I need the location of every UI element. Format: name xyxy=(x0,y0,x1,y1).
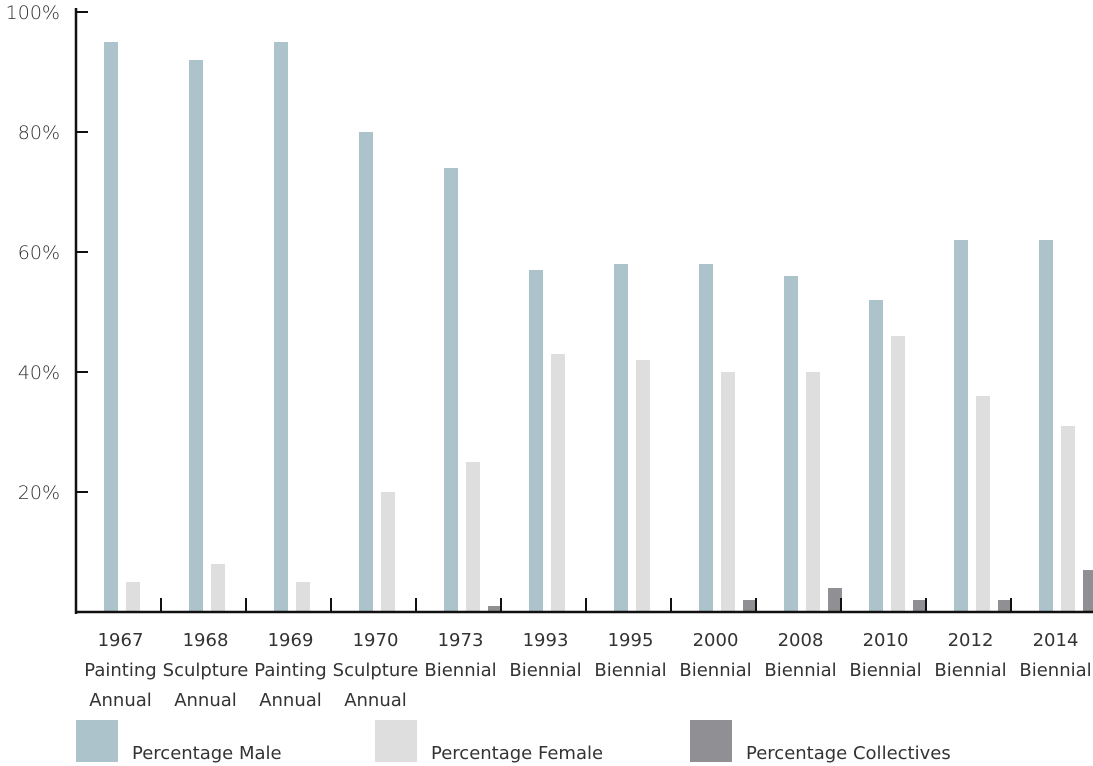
legend: Percentage Male Percentage Female Percen… xyxy=(0,718,1093,764)
x-tick-label-8-1: Biennial xyxy=(764,660,836,681)
x-tick-label-7-0: 2000 xyxy=(693,630,739,651)
bar-male-4 xyxy=(444,168,458,612)
legend-item-female: Percentage Female xyxy=(375,718,604,764)
bar-female-8 xyxy=(806,372,820,612)
bar-female-3 xyxy=(381,492,395,612)
bar-female-6 xyxy=(636,360,650,612)
y-tick-label-0: 20% xyxy=(18,482,60,504)
bar-female-0 xyxy=(126,582,140,612)
bar-female-2 xyxy=(296,582,310,612)
legend-label-female: Percentage Female xyxy=(431,743,604,764)
y-tick-label-3: 80% xyxy=(18,122,60,144)
legend-item-collectives: Percentage Collectives xyxy=(690,718,951,764)
bar-collectives-4 xyxy=(488,606,502,612)
x-tick-label-0-2: Annual xyxy=(89,690,152,711)
x-tick-label-2-0: 1969 xyxy=(268,630,314,651)
x-tick-label-3-0: 1970 xyxy=(353,630,399,651)
x-tick-label-6-1: Biennial xyxy=(594,660,666,681)
x-tick-label-3-2: Annual xyxy=(344,690,407,711)
bar-collectives-8 xyxy=(828,588,842,612)
bar-female-11 xyxy=(1061,426,1075,612)
x-tick-label-6-0: 1995 xyxy=(608,630,654,651)
x-tick-label-10-1: Biennial xyxy=(934,660,1006,681)
bar-female-1 xyxy=(211,564,225,612)
x-tick-label-0-1: Painting xyxy=(84,660,156,681)
x-tick-label-11-1: Biennial xyxy=(1019,660,1091,681)
legend-label-collectives: Percentage Collectives xyxy=(746,743,951,764)
bar-female-4 xyxy=(466,462,480,612)
y-tick-label-2: 60% xyxy=(18,242,60,264)
y-tick-label-1: 40% xyxy=(18,362,60,384)
legend-swatch-female xyxy=(375,720,417,762)
x-tick-label-1-1: Sculpture xyxy=(163,660,249,681)
bar-male-8 xyxy=(784,276,798,612)
legend-swatch-collectives xyxy=(690,720,732,762)
bar-collectives-10 xyxy=(998,600,1012,612)
x-tick-label-7-1: Biennial xyxy=(679,660,751,681)
x-tick-label-9-1: Biennial xyxy=(849,660,921,681)
legend-swatch-male xyxy=(76,720,118,762)
x-tick-label-0-0: 1967 xyxy=(98,630,144,651)
bar-chart: 20% 40% 60% 80% 100% 1967 Painting Annual 1968 Sc… xyxy=(6,2,1093,711)
bar-male-10 xyxy=(954,240,968,612)
bar-male-5 xyxy=(529,270,543,612)
bar-male-9 xyxy=(869,300,883,612)
x-tick-label-10-0: 2012 xyxy=(948,630,994,651)
bar-male-0 xyxy=(104,42,118,612)
x-tick-label-1-2: Annual xyxy=(174,690,237,711)
legend-label-male: Percentage Male xyxy=(132,743,282,764)
x-tick-label-9-0: 2010 xyxy=(863,630,909,651)
x-tick-label-1-0: 1968 xyxy=(183,630,229,651)
x-tick-label-5-1: Biennial xyxy=(509,660,581,681)
bar-male-3 xyxy=(359,132,373,612)
bar-female-10 xyxy=(976,396,990,612)
x-tick-label-8-0: 2008 xyxy=(778,630,824,651)
x-tick-label-4-0: 1973 xyxy=(438,630,484,651)
bar-female-5 xyxy=(551,354,565,612)
bar-collectives-11 xyxy=(1083,570,1093,612)
legend-item-male: Percentage Male xyxy=(76,718,282,764)
bar-male-7 xyxy=(699,264,713,612)
bar-male-6 xyxy=(614,264,628,612)
x-tick-label-4-1: Biennial xyxy=(424,660,496,681)
bar-collectives-9 xyxy=(913,600,927,612)
x-tick-label-5-0: 1993 xyxy=(523,630,569,651)
x-tick-label-11-0: 2014 xyxy=(1033,630,1079,651)
x-tick-label-2-2: Annual xyxy=(259,690,322,711)
bar-female-9 xyxy=(891,336,905,612)
bar-male-2 xyxy=(274,42,288,612)
y-tick-label-4: 100% xyxy=(6,2,60,24)
bar-male-11 xyxy=(1039,240,1053,612)
x-tick-label-2-1: Painting xyxy=(254,660,326,681)
bar-female-7 xyxy=(721,372,735,612)
x-tick-label-3-1: Sculpture xyxy=(333,660,419,681)
bar-male-1 xyxy=(189,60,203,612)
bar-collectives-7 xyxy=(743,600,757,612)
